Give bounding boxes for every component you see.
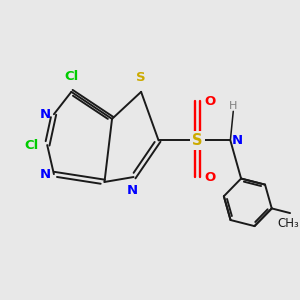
Text: CH₃: CH₃ (278, 217, 299, 230)
Text: S: S (192, 133, 203, 148)
Text: O: O (204, 95, 215, 108)
Text: H: H (229, 101, 237, 111)
Text: S: S (136, 71, 146, 84)
Text: N: N (127, 184, 138, 197)
Text: O: O (204, 170, 215, 184)
Text: Cl: Cl (64, 70, 79, 83)
Text: N: N (39, 168, 50, 181)
Text: N: N (39, 108, 50, 121)
Text: Cl: Cl (24, 139, 38, 152)
Text: N: N (232, 134, 243, 147)
